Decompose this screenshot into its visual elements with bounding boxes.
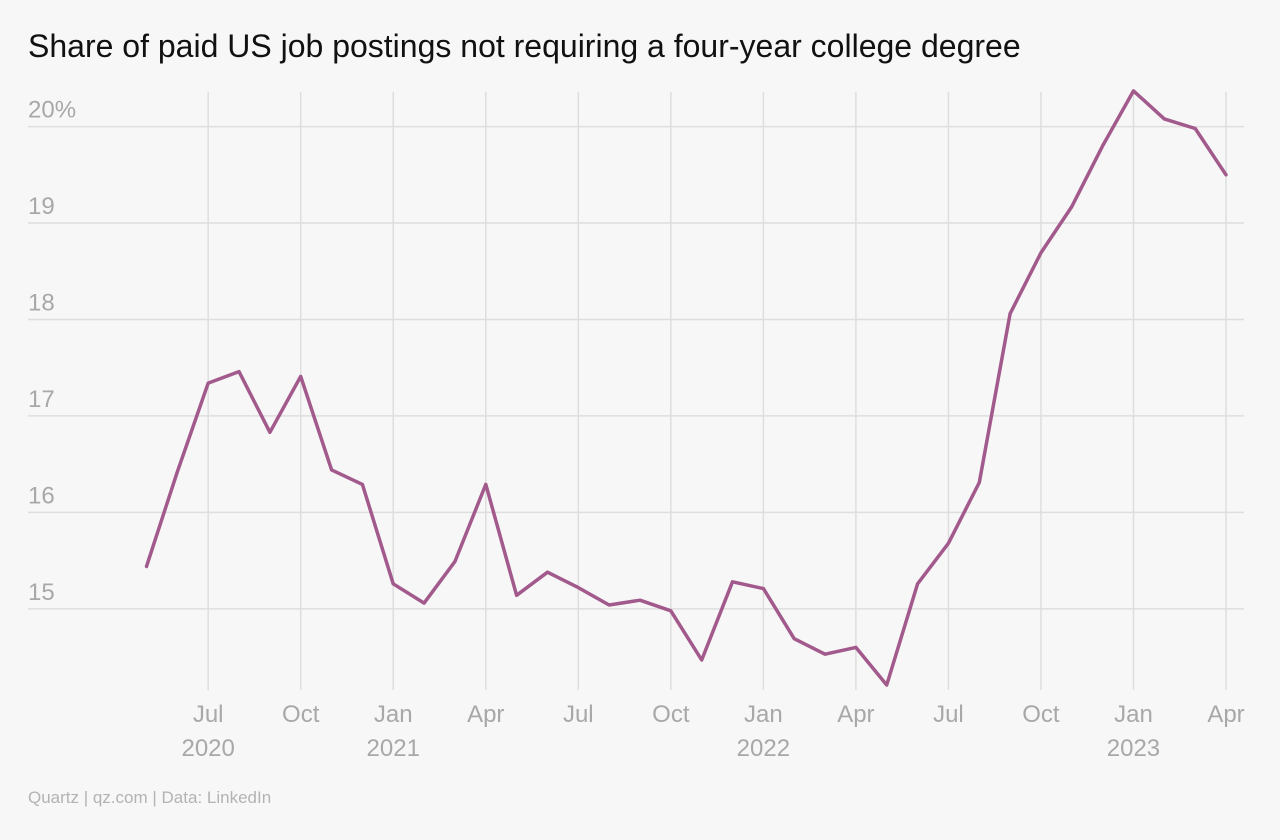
y-tick-label: 15 [28,579,55,606]
y-axis-ticks: 15 16 17 18 19 20% [28,97,76,606]
y-tick-label: 20% [28,97,76,124]
y-tick-label: 19 [28,193,55,220]
x-tick-label: Oct [282,701,320,728]
x-tick-year-label: 2020 [181,735,234,762]
x-tick-label: Jul [563,701,594,728]
x-tick-label: Oct [1022,701,1060,728]
source-credit: Quartz | qz.com | Data: LinkedIn [28,788,272,807]
x-tick-label: Jan [374,701,413,728]
y-tick-label: 17 [28,386,55,413]
x-tick-year-label: 2023 [1107,735,1160,762]
x-tick-label: Jul [933,701,964,728]
x-tick-year-label: 2021 [367,735,420,762]
x-tick-label: Apr [837,701,874,728]
chart-title: Share of paid US job postings not requir… [28,28,1021,64]
x-tick-label: Jan [744,701,783,728]
x-tick-label: Apr [467,701,504,728]
x-tick-label: Jan [1114,701,1153,728]
y-tick-label: 16 [28,482,55,509]
grid [28,92,1244,690]
x-tick-label: Oct [652,701,690,728]
x-tick-label: Jul [193,701,224,728]
x-tick-year-label: 2022 [737,735,790,762]
x-tick-label: Apr [1207,701,1244,728]
y-tick-label: 18 [28,289,55,316]
series-line [144,89,1228,687]
x-axis-ticks: Jul 2020 Oct Jan 2021 Apr Jul Oct Jan 2022 Apr Jul O… [181,701,1244,762]
series [144,89,1228,687]
line-chart: 15 16 17 18 19 20% Jul 2020 Oct Jan 2021 Apr Jul Oct… [28,89,1245,762]
